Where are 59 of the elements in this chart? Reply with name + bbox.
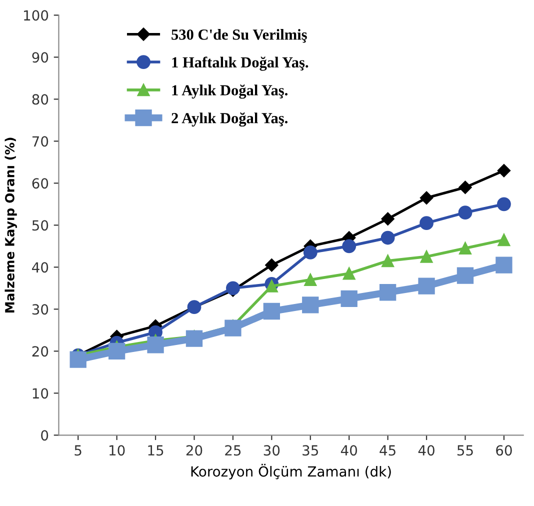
x-tick-label: 35 — [302, 445, 318, 456]
point — [420, 250, 433, 263]
point — [302, 296, 319, 314]
point — [497, 197, 511, 212]
x-tick-label: 40 — [340, 445, 358, 456]
point — [70, 351, 86, 368]
point — [379, 284, 396, 301]
y-tick-label: 50 — [32, 220, 48, 231]
x-tick-label: 60 — [496, 445, 512, 456]
x-tick-label: 25 — [225, 445, 241, 456]
y-tick-label: 40 — [32, 262, 48, 273]
y-tick-label: 100 — [24, 10, 48, 21]
x-axis-title: Korozyon Ölçüm Zamanı (dk) — [191, 464, 391, 480]
x-tick-label: 55 — [457, 445, 473, 456]
legend-label: 1 Haftalık Doğal Yaş. — [172, 56, 308, 71]
point — [458, 206, 472, 220]
point — [186, 330, 203, 347]
x-tick-label: 45 — [380, 445, 396, 456]
point — [418, 278, 435, 294]
y-tick-label: 70 — [32, 136, 48, 147]
point — [224, 320, 242, 336]
x-tick-label: 30 — [264, 445, 280, 456]
point — [342, 239, 356, 254]
point — [496, 256, 512, 274]
point — [458, 180, 472, 194]
point — [147, 336, 164, 354]
y-axis-title: Malzeme Kayıp Oranı (%) — [4, 138, 17, 312]
point — [380, 230, 395, 245]
point — [342, 267, 356, 280]
x-tick-label: 20 — [186, 445, 202, 456]
point — [382, 254, 394, 268]
y-tick-label: 20 — [32, 346, 48, 357]
legend-label: 2 Aylık Doğal Yaş. — [172, 112, 288, 127]
x-tick-label: 40 — [418, 445, 434, 456]
point — [108, 342, 126, 360]
point — [497, 164, 511, 178]
y-tick-label: 30 — [32, 304, 48, 315]
point — [458, 242, 472, 255]
y-tick-label: 60 — [32, 178, 48, 189]
x-tick-label: 5 — [74, 445, 82, 456]
y-tick-label: 90 — [32, 52, 48, 63]
legend-label: 530 C'de Su Verilmiş — [172, 29, 307, 43]
point — [340, 290, 358, 307]
y-tick-label: 0 — [41, 430, 48, 441]
point — [420, 191, 434, 204]
y-tick-label: 10 — [32, 388, 48, 399]
point — [265, 258, 278, 272]
x-tick-label: 15 — [148, 445, 164, 456]
point — [456, 267, 474, 284]
point — [420, 216, 434, 230]
point — [303, 246, 318, 260]
point — [498, 234, 510, 246]
point — [263, 302, 280, 320]
point — [381, 212, 394, 226]
point — [265, 280, 278, 292]
legend-label: 1 Aylık Doğal Yaş. — [172, 84, 288, 99]
y-tick-label: 80 — [32, 94, 48, 105]
x-tick-label: 10 — [110, 445, 125, 456]
point — [304, 274, 317, 286]
